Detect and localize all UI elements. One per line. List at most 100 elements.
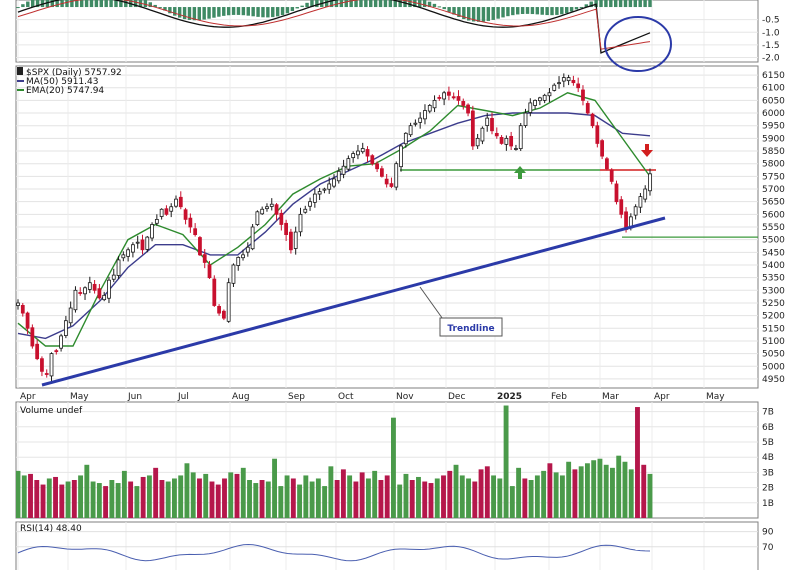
candle-body xyxy=(107,279,111,299)
x-tick-label: Nov xyxy=(396,392,414,402)
macd-hist-bar xyxy=(462,7,466,20)
candle-body xyxy=(212,278,217,306)
macd-hist-bar xyxy=(94,0,99,8)
volume-bar xyxy=(416,476,421,518)
macd-hist-bar xyxy=(633,0,638,8)
macd-hist-bar xyxy=(177,7,182,18)
candle-body xyxy=(49,353,54,377)
macd-hist-bar xyxy=(324,0,329,8)
candle-body xyxy=(643,188,648,200)
volume-bar xyxy=(247,480,252,518)
volume-bar xyxy=(16,470,21,518)
macd-hist-bar xyxy=(158,7,162,9)
macd-hist-bar xyxy=(496,7,500,19)
macd-hist-bar xyxy=(442,7,446,10)
candle-body xyxy=(30,327,35,347)
macd-hist-bar xyxy=(70,0,74,8)
macd-hist-bar xyxy=(246,7,250,16)
macd-tick-label: -2.0 xyxy=(762,53,780,63)
legend-spx: $SPX (Daily) 5757.92 xyxy=(26,68,122,78)
price-tick-label: 5150 xyxy=(762,324,785,334)
candle-body xyxy=(135,241,140,244)
volume-bar xyxy=(278,486,284,518)
macd-hist-bar xyxy=(329,0,334,8)
candle-body xyxy=(523,112,528,126)
candle-body xyxy=(221,310,226,319)
volume-bar xyxy=(597,458,603,518)
volume-bar xyxy=(359,472,365,518)
price-tick-label: 5250 xyxy=(762,299,785,309)
trendline xyxy=(41,216,666,387)
candle-body xyxy=(188,217,193,228)
price-tick-label: 5850 xyxy=(762,147,785,157)
macd-hist-bar xyxy=(471,7,476,22)
candle-body xyxy=(83,287,87,295)
macd-hist-bar xyxy=(432,3,437,8)
price-tick-label: 5800 xyxy=(762,160,785,170)
price-tick-label: 5750 xyxy=(762,172,785,182)
volume-bar xyxy=(472,481,478,518)
candle-body xyxy=(226,282,231,322)
rsi-gridlines xyxy=(16,522,758,570)
volume-bar xyxy=(303,475,309,518)
candle-body xyxy=(389,183,394,187)
macd-hist-bar xyxy=(280,7,285,16)
x-tick-label: Jun xyxy=(127,392,142,402)
legend-ma50: MA(50) 5911.43 xyxy=(26,77,98,87)
candle-body xyxy=(20,305,25,314)
macd-hist-bar xyxy=(285,7,290,14)
candle-body xyxy=(475,137,480,147)
volume-bar xyxy=(128,481,134,518)
rsi-line xyxy=(17,543,651,562)
price-tick-label: 5900 xyxy=(762,134,785,144)
candle-body xyxy=(528,102,533,113)
macd-hist-bar xyxy=(540,7,544,15)
candle-body xyxy=(236,256,241,266)
volume-bar xyxy=(403,473,409,518)
macd-hist-bar xyxy=(501,7,505,18)
volume-tick-label: 1B xyxy=(762,499,774,509)
price-legend: $SPX (Daily) 5757.92 MA(50) 5911.43 EMA(… xyxy=(17,67,122,96)
volume-bar xyxy=(384,475,390,518)
volume-bar xyxy=(528,480,534,518)
macd-hist-bar xyxy=(584,4,589,8)
volume-bar xyxy=(65,481,71,518)
price-tick-label: 5000 xyxy=(762,362,785,372)
candle-body xyxy=(504,137,509,145)
macd-hist-bar xyxy=(437,6,442,8)
volume-bar xyxy=(121,470,127,518)
volume-legend: Volume undef xyxy=(20,406,83,416)
volume-bar xyxy=(78,475,84,518)
macd-hist-bar xyxy=(447,7,451,12)
candle-body xyxy=(346,158,351,170)
candle-body xyxy=(207,264,212,279)
price-reference-lines xyxy=(400,169,758,238)
macd-panel-frame xyxy=(15,0,759,63)
candle-body xyxy=(499,137,504,144)
volume-bar xyxy=(628,469,634,518)
candle-body xyxy=(174,198,178,207)
volume-bar xyxy=(522,478,528,518)
rsi-legend: RSI(14) 48.40 xyxy=(20,524,82,534)
macd-hist-bar xyxy=(520,7,525,14)
macd-hist-bar xyxy=(339,0,344,8)
volume-bar xyxy=(422,481,428,518)
volume-bar xyxy=(378,480,384,518)
volume-bar xyxy=(328,466,334,518)
macd-hist-bar xyxy=(344,0,348,8)
price-tick-label: 5050 xyxy=(762,350,785,360)
macd-signal-line xyxy=(17,0,651,50)
candle-body xyxy=(121,254,126,259)
macd-hist-bar xyxy=(84,0,89,8)
macd-hist-bar xyxy=(383,0,388,8)
x-tick-label: May xyxy=(706,392,725,402)
macd-hist-bar xyxy=(530,7,535,15)
price-tick-label: 5600 xyxy=(762,210,785,220)
volume-bar xyxy=(115,483,121,518)
candle-body xyxy=(394,163,399,188)
candle-body xyxy=(600,140,605,157)
volume-bar xyxy=(215,484,221,518)
volume-bars xyxy=(16,405,653,518)
price-candles xyxy=(16,73,652,383)
volume-bar xyxy=(572,469,578,518)
